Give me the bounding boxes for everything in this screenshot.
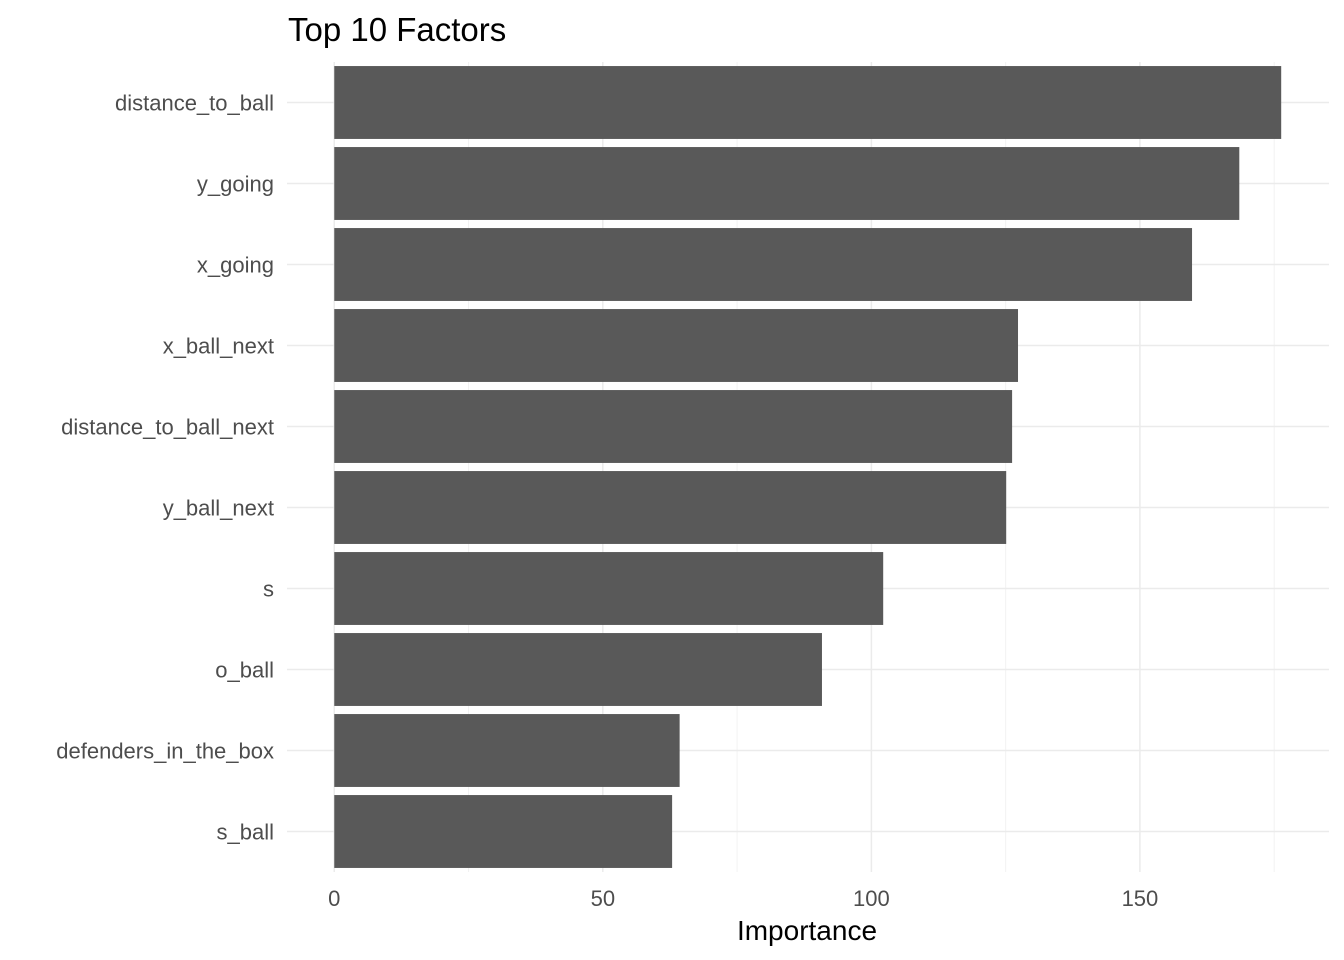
- y-tick-label: y_going: [197, 172, 274, 197]
- y-tick-label: o_ball: [215, 658, 274, 683]
- bars-layer: [334, 66, 1282, 868]
- y-tick-label: y_ball_next: [163, 496, 274, 521]
- y-tick-label: distance_to_ball_next: [61, 415, 274, 440]
- y-tick-label: x_ball_next: [163, 334, 274, 359]
- x-tick-label: 150: [1122, 886, 1159, 911]
- bar-distance-to-ball-next: [334, 390, 1013, 463]
- bar-s-ball: [334, 795, 673, 868]
- bar-o-ball: [334, 633, 822, 706]
- x-axis-tick-labels: 0 50 100 150: [328, 886, 1158, 911]
- bar-y-ball-next: [334, 471, 1007, 544]
- bar-defenders-in-the-box: [334, 714, 680, 787]
- chart-title: Top 10 Factors: [288, 11, 506, 48]
- bar-s: [334, 552, 884, 625]
- x-axis-label: Importance: [737, 915, 877, 946]
- bar-x-ball-next: [334, 309, 1019, 382]
- x-tick-label: 0: [328, 886, 340, 911]
- y-tick-label: distance_to_ball: [115, 91, 274, 116]
- x-tick-label: 50: [591, 886, 615, 911]
- x-tick-label: 100: [853, 886, 890, 911]
- bar-y-going: [334, 147, 1240, 220]
- y-tick-label: s_ball: [217, 820, 274, 845]
- y-axis-tick-labels: distance_to_ball y_going x_going x_ball_nex…: [56, 91, 274, 845]
- bar-x-going: [334, 228, 1193, 301]
- y-tick-label: s: [263, 577, 274, 602]
- y-tick-label: defenders_in_the_box: [56, 739, 274, 764]
- bar-distance-to-ball: [334, 66, 1282, 139]
- y-tick-label: x_going: [197, 253, 274, 278]
